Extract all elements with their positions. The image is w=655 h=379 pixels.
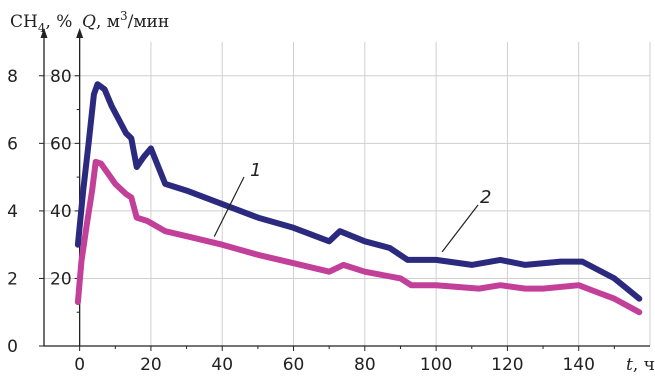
x-tick-label: 140 xyxy=(562,355,594,375)
y-left-tick-label: 2 xyxy=(7,269,18,289)
y-q-tick-label: 60 xyxy=(50,134,72,154)
grid xyxy=(44,42,651,346)
y-axis-q-arrow xyxy=(76,28,84,38)
annotation-label-1: 1 xyxy=(250,160,261,181)
y-axis-left-arrow xyxy=(40,28,48,38)
annotation-leader-2 xyxy=(441,204,479,253)
y-left-tick-label: 8 xyxy=(7,67,18,87)
y-q-tick-label: 80 xyxy=(50,67,72,87)
x-tick-label: 100 xyxy=(420,355,452,375)
series-line-2 xyxy=(74,81,643,302)
x-tick-label: 120 xyxy=(491,355,523,375)
series-line-1 xyxy=(74,158,643,316)
y-left-tick-label: 6 xyxy=(7,134,18,154)
y-q-tick-label: 40 xyxy=(50,202,72,222)
series-layer xyxy=(74,81,643,316)
y-left-tick-label: 4 xyxy=(7,202,18,222)
x-tick-label: 20 xyxy=(140,355,162,375)
x-axis-label: t, ч xyxy=(626,355,655,375)
x-tick-label: 0 xyxy=(74,355,85,375)
annotation-leader-1 xyxy=(213,176,245,237)
y-q-tick-label: 20 xyxy=(50,269,72,289)
y-left-axis-label: CH4, % xyxy=(10,12,72,35)
x-tick-label: 40 xyxy=(211,355,233,375)
y-q-axis-label: Q, м3/мин xyxy=(82,9,169,32)
labels-layer: 0 20 40 60 80 100 120 140 0 2 4 6 8 20 40 60 80 CH4, % Q, … xyxy=(7,9,655,375)
annotation-label-2: 2 xyxy=(480,187,491,208)
x-tick-label: 80 xyxy=(354,355,376,375)
y-left-tick-label: 0 xyxy=(7,337,18,357)
axes xyxy=(39,28,650,351)
x-tick-label: 60 xyxy=(283,355,305,375)
